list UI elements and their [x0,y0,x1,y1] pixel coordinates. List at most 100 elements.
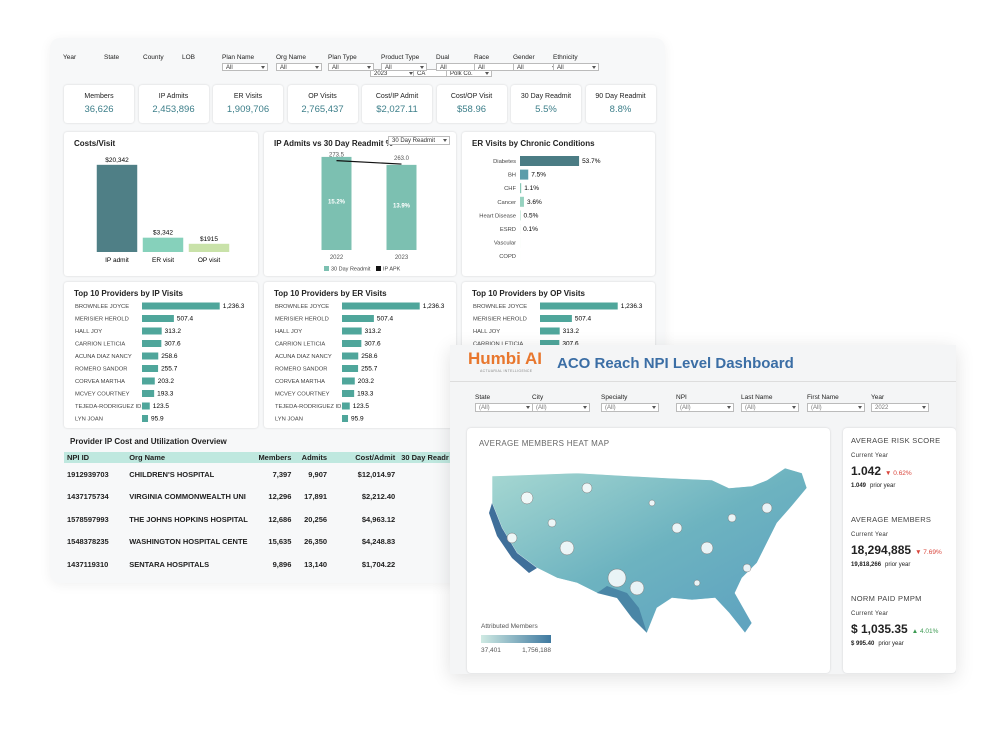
filter-dropdown[interactable]: All [381,63,427,71]
column-header: NPI ID [64,452,127,463]
logo-tagline: ACTUARIAL INTELLIGENCE [480,369,533,373]
bar [342,415,349,422]
category-label: ACUNA DIAZ NANCY [75,354,132,360]
bar [142,237,184,252]
filter-dropdown[interactable]: All [553,63,599,71]
category-label: 2022 [330,255,344,261]
chart-title: ER Visits by Chronic Conditions [472,139,595,148]
legend-swatch [324,266,329,271]
category-label: CARRION LETICIA [473,342,523,348]
bar [188,243,230,252]
filter-label: Year [871,394,885,401]
map-card: AVERAGE MEMBERS HEAT MAP Attributed Memb… [467,428,830,673]
column-header: Cost/Admit [330,452,399,463]
bar [342,352,359,360]
column-header: Org Name [126,452,251,463]
category-label: BH [508,173,516,179]
bar [540,302,618,310]
value-label: 255.7 [361,366,378,373]
table-panel: Provider IP Cost and Utilization Overvie… [64,436,456,581]
column-header: Admits [294,452,331,463]
filter-dropdown[interactable]: 2022 [871,403,929,412]
dropdown[interactable]: 30 Day Readmit [388,136,450,145]
map-markers [506,482,773,596]
category-label: OP visit [198,257,220,264]
prior-value: 1.049 [851,483,867,489]
value-label: $20,342 [105,157,129,164]
kpi-label: Members [84,93,114,100]
category-label: CORVEA MARTHA [75,379,125,385]
legend-swatch [376,266,381,271]
map-marker [742,563,752,573]
value-label: 7.5% [531,172,546,179]
table: NPI ID Org Name Members Admits Cost/Admit 30 … [64,452,456,576]
bar [142,377,155,385]
bar [342,302,420,310]
table-cell: $12,014.97 [357,469,396,479]
value-label: 313.2 [165,328,182,335]
kpi-value: 1,909,706 [226,104,270,115]
filter-dropdown[interactable]: (All) [807,403,865,412]
chart-card: IP Admits vs 30 Day Readmit % 30 Day Rea… [264,132,456,276]
legend-gradient [481,635,551,643]
chart-title: Top 10 Providers by IP Visits [74,289,183,298]
value-label: 263.0 [394,156,410,162]
separator [450,381,956,382]
filter-label: Dual [436,54,450,61]
column-header: 30 Day Readr [398,452,456,463]
category-label: TEJEDA-RODRIGUEZ ID... [75,404,147,410]
bar [386,164,417,250]
map-marker [629,580,645,596]
value-label: 123.5 [153,403,170,410]
filter-label: State [104,54,120,61]
chart-card: Top 10 Providers by IP Visits BROWNLEE JO… [64,282,258,428]
filter-dropdown[interactable]: (All) [475,403,533,412]
bar [142,327,162,335]
filter-dropdown[interactable]: All [222,63,268,71]
table-cell: VIRGINIA COMMONWEALTH UNI [129,492,246,502]
filter-dropdown[interactable]: (All) [741,403,799,412]
value-label: 258.6 [161,353,178,360]
table-cell: $4,248.83 [361,537,396,547]
filter-dropdown[interactable]: (All) [676,403,734,412]
value-label: 255.7 [161,366,178,373]
kpi-value: $ 1,035.35 [851,622,908,636]
kpi-period: Current Year [851,611,889,617]
filter-label: County [143,54,164,61]
legend-min: 37,401 [481,647,501,654]
table-cell: 1548378235 [67,537,109,547]
value-label: 95.9 [151,416,164,423]
kpi-value: 36,626 [84,104,114,115]
filter-dropdown[interactable]: (All) [601,403,659,412]
filter-dropdown[interactable]: (All) [532,403,590,412]
filter-label: Ethnicity [553,54,578,61]
filter-dropdown[interactable]: All [328,63,374,71]
chart: BROWNLEE JOYCE 1,236.3 MERISIER HEROLD 507.… [75,302,245,423]
map-marker [693,579,701,587]
value-label: 123.5 [353,403,370,410]
category-label: CARRION LETICIA [75,342,125,348]
table-cell: 12,296 [268,492,292,502]
filter-label: Gender [513,54,535,61]
line [336,160,402,165]
kpi-card: OP Visits 2,765,437 [287,85,358,123]
value-label: 0.5% [524,212,539,219]
category-label: COPD [499,254,516,260]
category-label: MERISIER HEROLD [275,317,329,323]
table-cell: 1912939703 [67,469,109,479]
table-cell: 15,635 [268,537,292,547]
bar [142,402,150,410]
filter-dropdown[interactable]: All [276,63,322,71]
kpi-card: IP Admits 2,453,896 [138,85,209,123]
filter-label: Plan Type [328,54,357,61]
value-label: $3,342 [153,230,173,237]
region-texas [597,586,647,633]
bar [342,377,355,385]
kpi-card: 30 Day Readmit 5.5% [511,85,581,123]
category-label: ACUNA DIAZ NANCY [275,354,332,360]
table-cell: $1,704.22 [361,559,396,569]
filter-label: Org Name [276,54,306,61]
map-marker [761,502,773,514]
